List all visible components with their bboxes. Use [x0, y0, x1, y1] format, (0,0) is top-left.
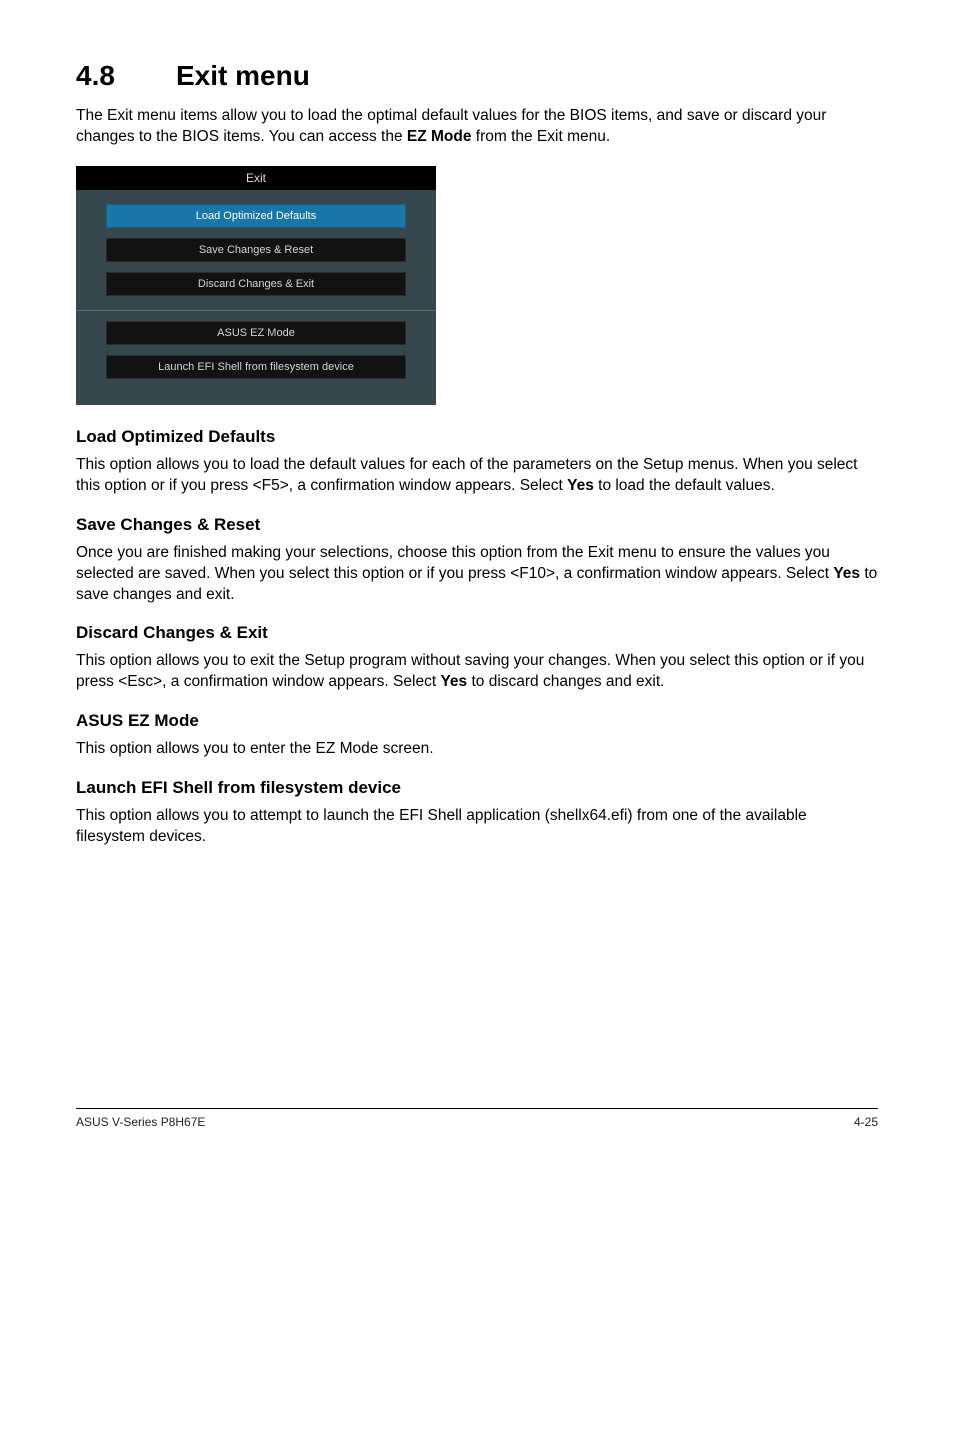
bios-divider	[76, 310, 436, 311]
section-body: This option allows you to attempt to lau…	[76, 806, 878, 848]
section-body: Once you are finished making your select…	[76, 543, 878, 606]
bios-panel-header: Exit	[76, 166, 436, 190]
footer-page-number: 4-25	[854, 1115, 878, 1129]
section-heading: Launch EFI Shell from filesystem device	[76, 778, 878, 798]
bios-button-ez-mode[interactable]: ASUS EZ Mode	[106, 321, 406, 345]
page-content: 4.8Exit menu The Exit menu items allow y…	[0, 0, 954, 1169]
bios-button-save-reset[interactable]: Save Changes & Reset	[106, 238, 406, 262]
section-heading: Load Optimized Defaults	[76, 427, 878, 447]
section-number: 4.8	[76, 60, 176, 92]
section-title: Exit menu	[176, 60, 310, 91]
page-title: 4.8Exit menu	[76, 60, 878, 92]
bios-button-load-defaults[interactable]: Load Optimized Defaults	[106, 204, 406, 228]
section-body: This option allows you to enter the EZ M…	[76, 739, 878, 760]
bios-exit-panel: Exit Load Optimized Defaults Save Change…	[76, 166, 436, 405]
footer-product: ASUS V-Series P8H67E	[76, 1115, 205, 1129]
section-heading: ASUS EZ Mode	[76, 711, 878, 731]
intro-paragraph: The Exit menu items allow you to load th…	[76, 106, 878, 148]
section-body: This option allows you to load the defau…	[76, 455, 878, 497]
bios-button-discard-exit[interactable]: Discard Changes & Exit	[106, 272, 406, 296]
bios-button-efi-shell[interactable]: Launch EFI Shell from filesystem device	[106, 355, 406, 379]
section-heading: Save Changes & Reset	[76, 515, 878, 535]
section-body: This option allows you to exit the Setup…	[76, 651, 878, 693]
section-heading: Discard Changes & Exit	[76, 623, 878, 643]
page-footer: ASUS V-Series P8H67E 4-25	[76, 1108, 878, 1129]
